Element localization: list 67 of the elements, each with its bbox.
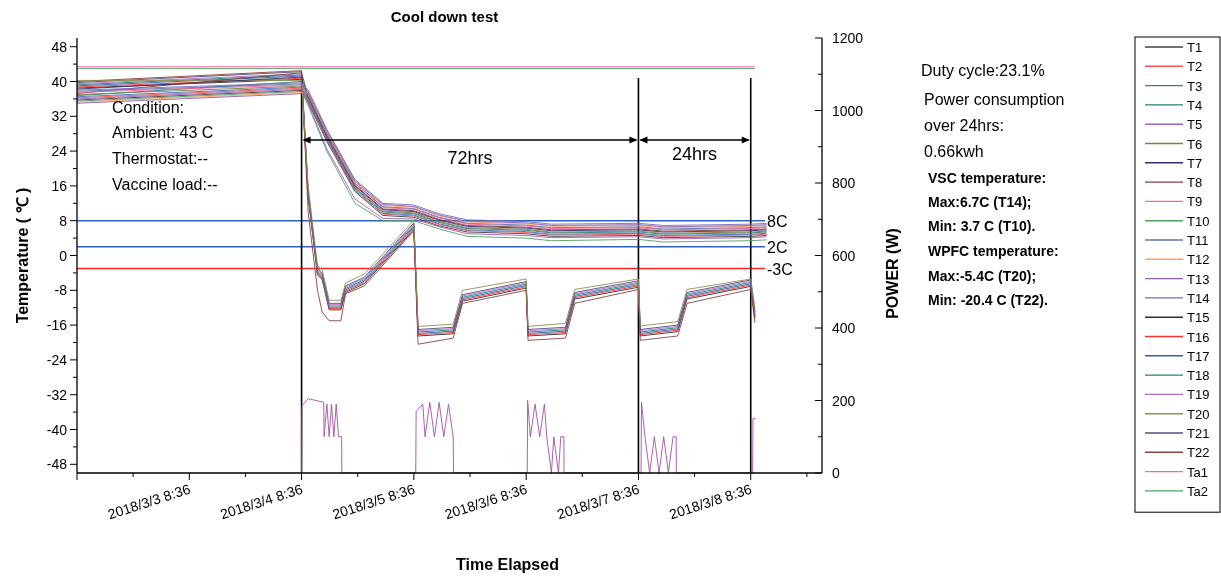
legend-label: T17 (1187, 348, 1210, 364)
annotation: Thermostat:-- (112, 150, 209, 167)
legend-label: T14 (1187, 290, 1210, 306)
text: 0.66kwh (924, 143, 984, 160)
y-tick-label: -48 (46, 456, 68, 473)
y-tick-label: 0 (59, 247, 68, 264)
y-tick-label: -8 (54, 282, 68, 299)
y-tick-label: -24 (46, 351, 68, 368)
ref-line-label: 8C (767, 212, 788, 230)
legend-label: Ta2 (1187, 483, 1208, 499)
text: Max:-5.4C (T20); (928, 268, 1037, 284)
ref-line-label: -3C (767, 260, 793, 278)
text: VSC temperature: (928, 170, 1047, 186)
y2-tick-label: 800 (832, 175, 856, 191)
y-axis-title: Temperature ( ℃ ) (14, 187, 31, 324)
legend-label: T19 (1187, 387, 1210, 403)
legend-label: T10 (1187, 213, 1210, 229)
x-axis-title: Time Elapsed (456, 556, 559, 573)
chart-title: Cool down test (390, 8, 499, 25)
text: over 24hrs: (924, 117, 1005, 134)
text: Power consumption (924, 91, 1065, 108)
legend-label: T15 (1187, 310, 1210, 326)
legend-label: T8 (1187, 175, 1203, 191)
text: Duty cycle:23.1% (921, 62, 1045, 79)
legend-label: T3 (1187, 78, 1203, 94)
ref-line-label: 2C (767, 238, 788, 256)
legend-label: T20 (1187, 406, 1210, 422)
legend-label: T12 (1187, 252, 1210, 268)
y2-tick-label: 600 (832, 247, 856, 264)
legend-label: T5 (1187, 117, 1203, 133)
legend-label: T6 (1187, 136, 1203, 152)
y2-axis-title: POWER (W) (884, 228, 901, 319)
legend-label: T2 (1187, 59, 1203, 75)
annotation: 24hrs (672, 144, 718, 164)
legend-label: T7 (1187, 155, 1203, 171)
legend-label: T13 (1187, 271, 1210, 287)
y2-tick-label: 1200 (832, 30, 864, 46)
annotation: 72hrs (447, 148, 493, 168)
text: Max:6.7C (T14); (928, 194, 1032, 210)
legend-label: T18 (1187, 368, 1210, 384)
y-tick-label: -32 (46, 386, 68, 403)
legend-label: T16 (1187, 329, 1210, 345)
text: Min: 3.7 C (T10). (928, 218, 1036, 234)
y-tick-label: 8 (59, 212, 68, 229)
annotation: Condition: (112, 99, 185, 116)
annotation: Ambient: 43 C (112, 124, 214, 141)
y-tick-label: -40 (46, 421, 68, 438)
y-tick-label: 32 (51, 108, 68, 125)
legend-label: Ta1 (1187, 464, 1208, 480)
y-tick-label: 48 (51, 38, 68, 55)
y2-tick-label: 1000 (832, 102, 864, 119)
legend-label: T9 (1187, 194, 1203, 210)
legend-label: T1 (1187, 40, 1203, 55)
y-tick-label: 40 (51, 73, 68, 90)
y2-tick-label: 0 (832, 465, 840, 481)
text: WPFC temperature: (928, 243, 1059, 259)
legend-label: T21 (1187, 426, 1210, 441)
y-tick-label: -16 (46, 317, 68, 334)
annotation: Vaccine load:-- (112, 176, 218, 193)
y2-tick-label: 200 (832, 392, 856, 409)
legend-label: T11 (1187, 233, 1209, 248)
text: Min: -20.4 C (T22). (928, 292, 1048, 308)
legend-label: T4 (1187, 97, 1203, 113)
y-tick-label: 24 (51, 143, 68, 160)
legend-label: T22 (1187, 445, 1210, 461)
y-tick-label: 16 (51, 177, 68, 194)
y2-tick-label: 400 (832, 320, 856, 336)
